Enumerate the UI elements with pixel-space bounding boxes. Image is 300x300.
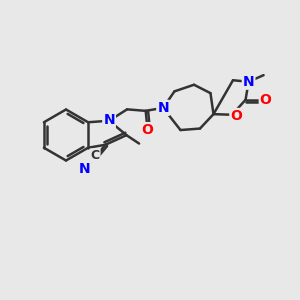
- Text: N: N: [243, 75, 254, 89]
- Text: C: C: [91, 149, 100, 163]
- Text: O: O: [230, 109, 242, 123]
- Text: O: O: [141, 123, 153, 137]
- Text: N: N: [79, 162, 91, 176]
- Text: O: O: [260, 93, 272, 107]
- Text: N: N: [103, 113, 115, 127]
- Text: N: N: [157, 101, 169, 115]
